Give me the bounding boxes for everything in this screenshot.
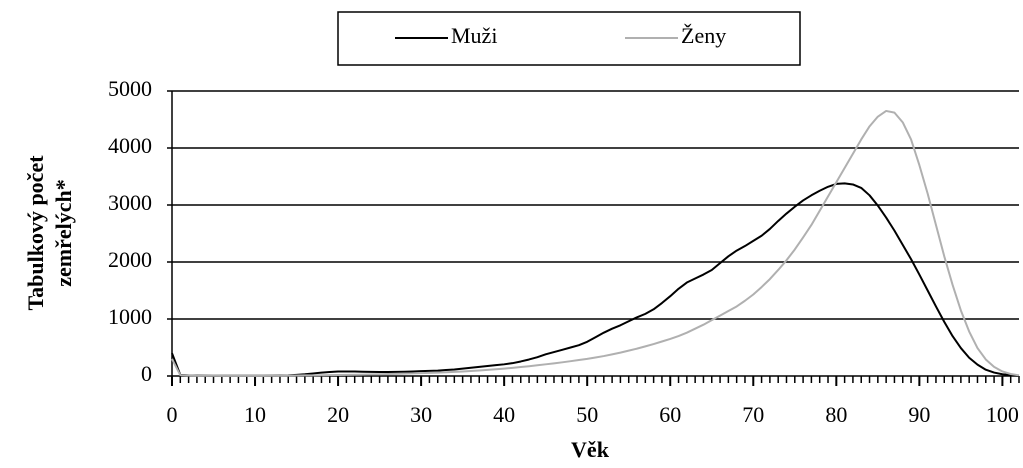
- x-tick-label: 30: [410, 402, 432, 427]
- x-tick-label: 100: [986, 402, 1019, 427]
- y-axis-title: Tabulkový počet: [23, 155, 48, 311]
- x-tick-label: 20: [327, 402, 349, 427]
- x-tick-label: 50: [576, 402, 598, 427]
- x-tick-label: 0: [167, 402, 178, 427]
- x-tick-label: 10: [244, 402, 266, 427]
- y-tick-label: 2000: [108, 247, 152, 272]
- y-tick-label: 1000: [108, 304, 152, 329]
- x-tick-label: 40: [493, 402, 515, 427]
- y-tick-label: 4000: [108, 133, 152, 158]
- x-axis-title: Věk: [571, 437, 610, 462]
- y-axis-title: zemřelých*: [51, 179, 76, 287]
- x-tick-label: 60: [659, 402, 681, 427]
- x-tick-label: 70: [742, 402, 764, 427]
- y-tick-label: 3000: [108, 190, 152, 215]
- x-tick-label: 80: [825, 402, 847, 427]
- x-tick-label: 90: [908, 402, 930, 427]
- y-tick-label: 5000: [108, 76, 152, 101]
- legend-label: Ženy: [681, 23, 726, 48]
- series-line: [171, 109, 1020, 377]
- series-line: [171, 182, 1020, 377]
- legend-label: Muži: [451, 23, 497, 48]
- y-tick-label: 0: [141, 361, 152, 386]
